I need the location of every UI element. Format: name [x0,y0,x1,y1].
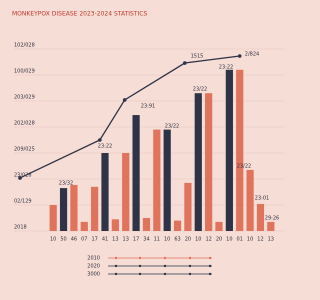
bar [246,169,254,231]
legend-dot [188,272,192,276]
line-point [122,98,127,102]
x-tick-label: 63 [174,237,180,243]
y-tick-label: 202/028 [14,121,35,127]
legend-label: 2010 [87,256,100,262]
chart: MONKEYPOX DISEASE 2023-2024 STATISTICS 2… [12,11,285,278]
bar [132,115,140,231]
x-tick-label: 46 [71,237,77,243]
x-tick-label: 13 [123,237,129,243]
bar [70,184,78,231]
x-tick-label: 20 [185,237,191,243]
bar [91,186,99,231]
x-tick-label: 12 [205,237,211,243]
x-tick-label: 07 [81,237,87,243]
y-tick-label: 209/025 [14,147,35,153]
x-tick-label: 13 [112,237,118,243]
x-tick-label: 10 [247,237,253,243]
legend-dot [188,256,192,260]
annotation: 23/22 [165,124,179,130]
legend-dot [138,264,142,268]
x-tick-label: 13 [268,237,274,243]
line-point [18,176,22,180]
x-tick-label: 50 [60,237,66,243]
y-tick-label: 100/029 [14,69,35,75]
legend-dot [208,264,212,268]
bar [225,69,233,231]
bar [205,93,213,231]
x-tick-label: 10 [50,237,56,243]
legend-label: 2020 [87,264,100,270]
x-tick-label: 10 [226,237,232,243]
bar [256,203,265,231]
annotation: 23:01 [255,196,269,202]
bar [59,188,68,231]
legend-label: 3000 [87,272,100,278]
legend-dot [208,256,212,260]
legend-dot [138,272,142,276]
annotation: 29:26 [265,216,279,222]
bar [267,221,275,231]
legend-dot [163,264,167,268]
annotation: 23:22 [98,144,112,150]
legend-dot [138,256,142,260]
annotation: 1515 [191,54,204,60]
chart-title: MONKEYPOX DISEASE 2023-2024 STATISTICS [12,11,147,18]
x-tick-label: 10 [164,237,170,243]
x-tick-label: 41 [102,237,108,243]
x-tick-label: 17 [91,237,97,243]
bar [184,182,192,231]
line-point [237,54,242,58]
x-tick-label: 17 [133,237,139,243]
x-tick-label: 01 [237,237,243,243]
annotation: 23/22 [193,87,207,93]
line-point [183,61,187,65]
bar [173,220,182,231]
x-tick-label: 11 [154,237,160,243]
legend-dot [114,264,118,268]
annotation: 23:22 [219,65,233,71]
legend-dot [163,272,167,276]
annotation: 23/32 [59,181,73,187]
bar [236,69,244,231]
bar [49,205,57,231]
bar [80,221,88,231]
y-tick-label: 02/129 [14,199,32,205]
annotation: 23:91 [141,104,155,110]
bar [153,129,161,231]
legend-dot [188,264,192,268]
x-tick-label: 10 [195,237,201,243]
y-tick-label: 23/028 [14,173,32,179]
annotation: 23/22 [237,164,251,170]
legend-dot [163,256,167,260]
bar [111,219,119,231]
line-point [98,138,102,142]
annotation: 2/824 [245,52,259,58]
bar [101,153,109,231]
y-tick-label: 203/029 [14,95,35,101]
bar [142,218,151,231]
legend-dot [114,256,118,260]
bar [194,93,202,231]
x-tick-label: 20 [216,237,222,243]
y-tick-label: 102/028 [14,43,35,49]
bar [122,153,130,231]
legend-dot [208,272,212,276]
bar [215,221,223,231]
legend-dot [114,272,118,276]
bar [163,129,171,231]
x-tick-label: 34 [143,237,149,243]
x-tick-label: 12 [257,237,263,243]
y-tick-label: 2018 [14,225,27,231]
